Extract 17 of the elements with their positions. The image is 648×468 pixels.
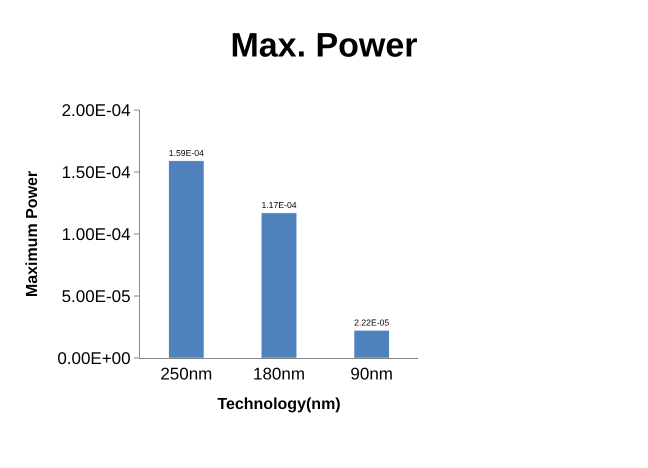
bar (168, 160, 204, 358)
y-tick-label: 1.00E-04 (62, 224, 131, 244)
bar (261, 212, 297, 358)
y-axis-title: Maximum Power (24, 170, 42, 298)
x-tick-label: 250nm (160, 364, 212, 384)
data-label: 1.59E-04 (168, 148, 204, 158)
bar (354, 330, 390, 358)
x-tick-label: 180nm (253, 364, 305, 384)
data-label: 1.17E-04 (261, 200, 297, 210)
y-tick-label: 1.50E-04 (62, 162, 131, 182)
x-axis-title: Technology(nm) (217, 396, 341, 414)
data-label: 2.22E-05 (354, 317, 390, 328)
x-tick-label: 90nm (350, 364, 393, 384)
y-tick-label: 5.00E-05 (62, 286, 131, 306)
y-tick-label: 2.00E-04 (62, 100, 131, 120)
y-tick-label: 0.00E+00 (57, 348, 131, 368)
chart-title: Max. Power (230, 26, 418, 65)
